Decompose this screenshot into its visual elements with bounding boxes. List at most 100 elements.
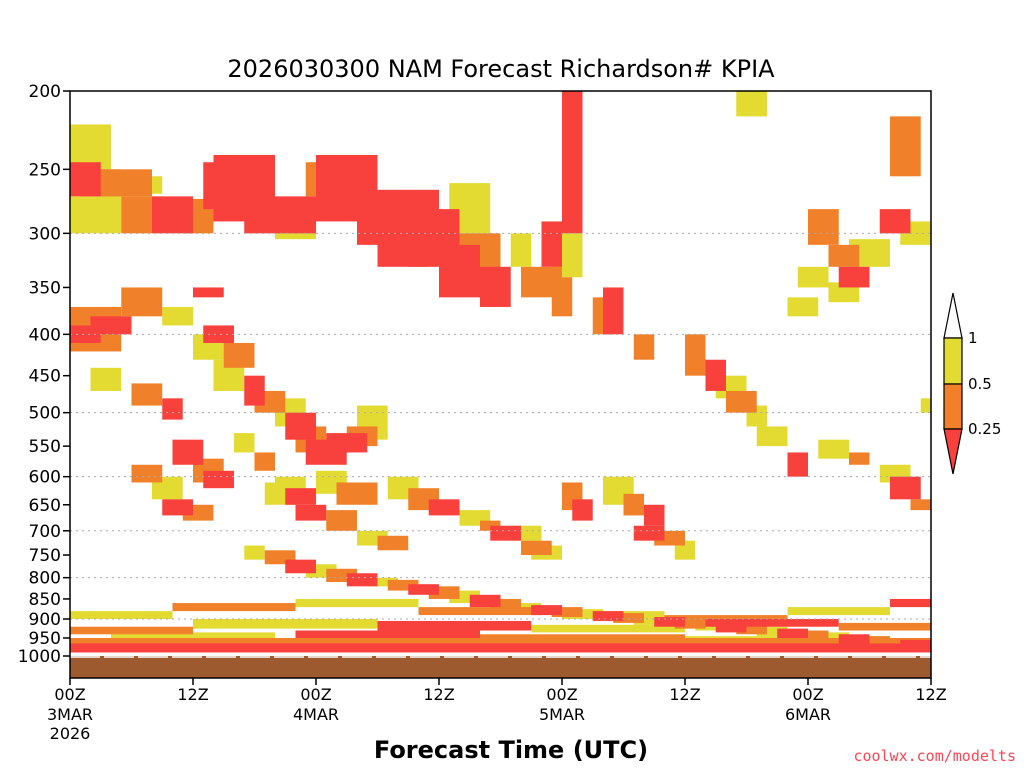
- legend-swatch-above-1: [943, 292, 963, 339]
- heatmap-cell: [387, 579, 419, 591]
- x-tick-label: 00Z: [792, 685, 823, 704]
- heatmap-cell: [705, 359, 726, 391]
- y-tick-label: 300: [29, 224, 61, 244]
- x-tick-label: 00Z: [300, 685, 331, 704]
- heatmap-cell: [439, 244, 480, 298]
- x-tick-year: 2026: [50, 724, 91, 743]
- x-tick-date: 6MAR: [785, 705, 831, 724]
- heatmap-cell: [428, 499, 460, 516]
- legend: 1 0.5 0.25: [943, 292, 1001, 475]
- heatmap-cell: [879, 209, 911, 234]
- heatmap-cell: [480, 520, 501, 531]
- heatmap-cell: [838, 634, 870, 644]
- heatmap-cell: [715, 622, 747, 633]
- heatmap-cell: [510, 233, 532, 267]
- heatmap-cell: [623, 493, 644, 516]
- heatmap-cell: [367, 577, 398, 587]
- heatmap-cell: [633, 334, 655, 360]
- heatmap-cell: [910, 499, 931, 511]
- heatmap-cell: [664, 615, 788, 621]
- heatmap-cell: [797, 266, 829, 288]
- heatmap-cell: [111, 632, 275, 639]
- heatmap-cell: [818, 439, 849, 459]
- legend-swatch-below-0.25: [943, 428, 963, 475]
- heatmap-cell: [797, 630, 829, 640]
- heatmap-cell: [633, 525, 665, 541]
- plot-border: [69, 90, 932, 679]
- heatmap-cell: [613, 613, 644, 623]
- heatmap-cell: [100, 169, 152, 197]
- heatmap-cell: [890, 598, 931, 608]
- heatmap-cell: [162, 398, 183, 420]
- heatmap-cell: [490, 525, 521, 541]
- legend-swatch-0.5-1: [943, 337, 963, 385]
- ground-fill: [70, 656, 931, 678]
- heatmap-cell: [244, 196, 316, 234]
- heatmap-cell: [838, 266, 870, 288]
- heatmap-cell: [193, 287, 224, 298]
- heatmap-cell: [244, 375, 265, 406]
- heatmap-cell: [644, 504, 665, 526]
- ground-layer: [70, 656, 931, 678]
- heatmap-cell: [838, 622, 931, 631]
- y-tick-label: 400: [29, 325, 61, 345]
- x-axis-label: Forecast Time (UTC): [374, 736, 648, 764]
- heatmap-cell: [295, 504, 327, 521]
- heatmap-cell: [890, 116, 921, 177]
- heatmap-cell: [551, 607, 583, 618]
- heatmap-cell: [70, 196, 122, 234]
- heatmap-cell: [244, 545, 265, 560]
- heatmap-cell: [295, 630, 480, 638]
- heatmap-cell: [592, 611, 624, 621]
- heatmap-cell: [531, 624, 685, 633]
- y-tick-label: 750: [29, 546, 61, 566]
- x-tick-label: 00Z: [54, 685, 85, 704]
- heatmap-cell: [203, 470, 234, 489]
- heatmap-cell: [70, 611, 173, 620]
- heatmap-cell: [480, 634, 685, 641]
- heatmap-cell: [541, 221, 562, 267]
- y-tick-label: 850: [29, 590, 61, 610]
- heatmap-cell: [572, 499, 593, 521]
- legend-swatch-0.25-0.5: [943, 383, 963, 430]
- x-tick-label: 12Z: [669, 685, 700, 704]
- heatmap-cell: [920, 398, 931, 413]
- watermark: coolwx.com/modelts: [853, 747, 1016, 765]
- heatmap-cell: [90, 316, 132, 335]
- y-tick-label: 650: [29, 496, 61, 516]
- plot-area: [70, 91, 931, 678]
- heatmap-cell: [346, 573, 378, 587]
- heatmap-cell: [828, 244, 860, 267]
- x-tick-date: 3MAR: [47, 705, 93, 724]
- y-tick-label: 600: [29, 468, 61, 488]
- heatmap-cell: [849, 452, 870, 465]
- heatmap-cell: [70, 162, 101, 197]
- legend-label: 1: [968, 329, 978, 347]
- heatmap-cell: [377, 620, 532, 631]
- y-tick-label: 1000: [18, 647, 61, 667]
- heatmap-cell: [756, 426, 788, 447]
- heatmap-cell: [736, 624, 767, 635]
- heatmap-cell: [131, 464, 163, 483]
- heatmap-cell: [254, 452, 275, 471]
- x-tick-date: 5MAR: [539, 705, 585, 724]
- heatmap-cell: [326, 510, 357, 531]
- x-tick-date: 4MAR: [293, 705, 339, 724]
- heatmap-cell: [121, 196, 152, 234]
- heatmap-cell: [295, 598, 419, 608]
- heatmap-cell: [193, 619, 378, 629]
- heatmap-cell: [131, 383, 163, 406]
- heatmap-cell: [756, 626, 788, 637]
- heatmap-cell: [531, 605, 562, 616]
- x-tick-label: 12Z: [915, 685, 946, 704]
- y-tick-label: 350: [29, 278, 61, 298]
- plot-frame: [69, 90, 932, 679]
- y-tick-label: 250: [29, 160, 61, 180]
- heatmap-cell: [685, 334, 706, 376]
- x-tick-label: 00Z: [546, 685, 577, 704]
- y-tick-label: 500: [29, 404, 61, 424]
- y-tick-label: 700: [29, 522, 61, 542]
- heatmap-cell: [70, 124, 111, 170]
- heatmap-cell: [787, 452, 808, 477]
